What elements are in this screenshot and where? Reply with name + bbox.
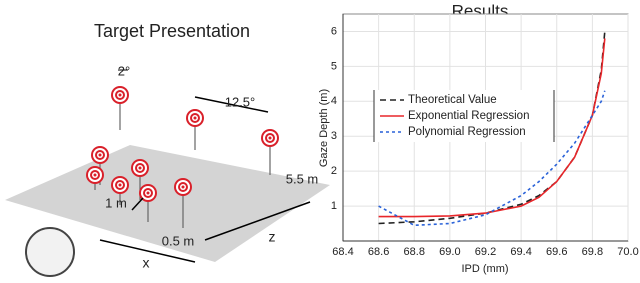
x-tick-label: 68.8 xyxy=(404,246,425,258)
label: z xyxy=(269,229,276,245)
label: 5.5 m xyxy=(286,171,319,186)
y-axis-label: Gaze Depth (m) xyxy=(318,89,330,167)
series-line xyxy=(378,90,606,227)
x-tick-label: 68.6 xyxy=(368,246,389,258)
label: 12.5° xyxy=(225,94,256,109)
diagram-title: Target Presentation xyxy=(94,21,250,41)
z-axis xyxy=(204,201,311,241)
diagram: Target Presentation 2° 12.5° 5.5 m 1 m 0… xyxy=(5,21,330,277)
target xyxy=(93,173,97,177)
x-tick-label: 69.4 xyxy=(510,246,531,258)
legend-label: Theoretical Value xyxy=(408,94,497,106)
legend-label: Exponential Regression xyxy=(408,110,529,122)
chart: Results IPD (mm) Gaze Depth (m) 68.4 68.6… xyxy=(318,1,639,274)
label: 1 m xyxy=(105,195,127,210)
x-axis-label: IPD (mm) xyxy=(461,263,508,275)
y-tick-label: 2 xyxy=(331,165,337,177)
target xyxy=(98,153,102,157)
target xyxy=(146,191,150,195)
label: 2° xyxy=(118,63,130,78)
series-line xyxy=(378,38,606,218)
label: x xyxy=(143,255,150,271)
y-tick-label: 1 xyxy=(331,200,337,212)
y-tick-label: 4 xyxy=(331,95,337,107)
y-tick-label: 6 xyxy=(331,25,337,37)
x-tick-label: 69.0 xyxy=(439,246,460,258)
targets xyxy=(86,86,279,228)
legend-label: Polynomial Regression xyxy=(408,126,526,138)
target xyxy=(181,185,185,189)
x-axis xyxy=(99,239,196,263)
target xyxy=(193,116,197,120)
series-line xyxy=(378,31,606,225)
y-tick-label: 3 xyxy=(331,130,337,142)
target xyxy=(118,93,122,97)
head xyxy=(25,227,75,277)
x-tick-label: 69.6 xyxy=(546,246,567,258)
distance-arrow xyxy=(131,197,144,211)
target xyxy=(118,183,122,187)
angle-arrow xyxy=(194,96,269,113)
x-tick-label: 69.8 xyxy=(582,246,603,258)
target xyxy=(138,166,142,170)
y-tick-label: 5 xyxy=(331,60,337,72)
x-tick-label: 68.4 xyxy=(332,246,353,258)
target xyxy=(268,136,272,140)
label: 0.5 m xyxy=(162,233,195,248)
x-tick-label: 69.2 xyxy=(475,246,496,258)
x-tick-label: 70.0 xyxy=(617,246,638,258)
